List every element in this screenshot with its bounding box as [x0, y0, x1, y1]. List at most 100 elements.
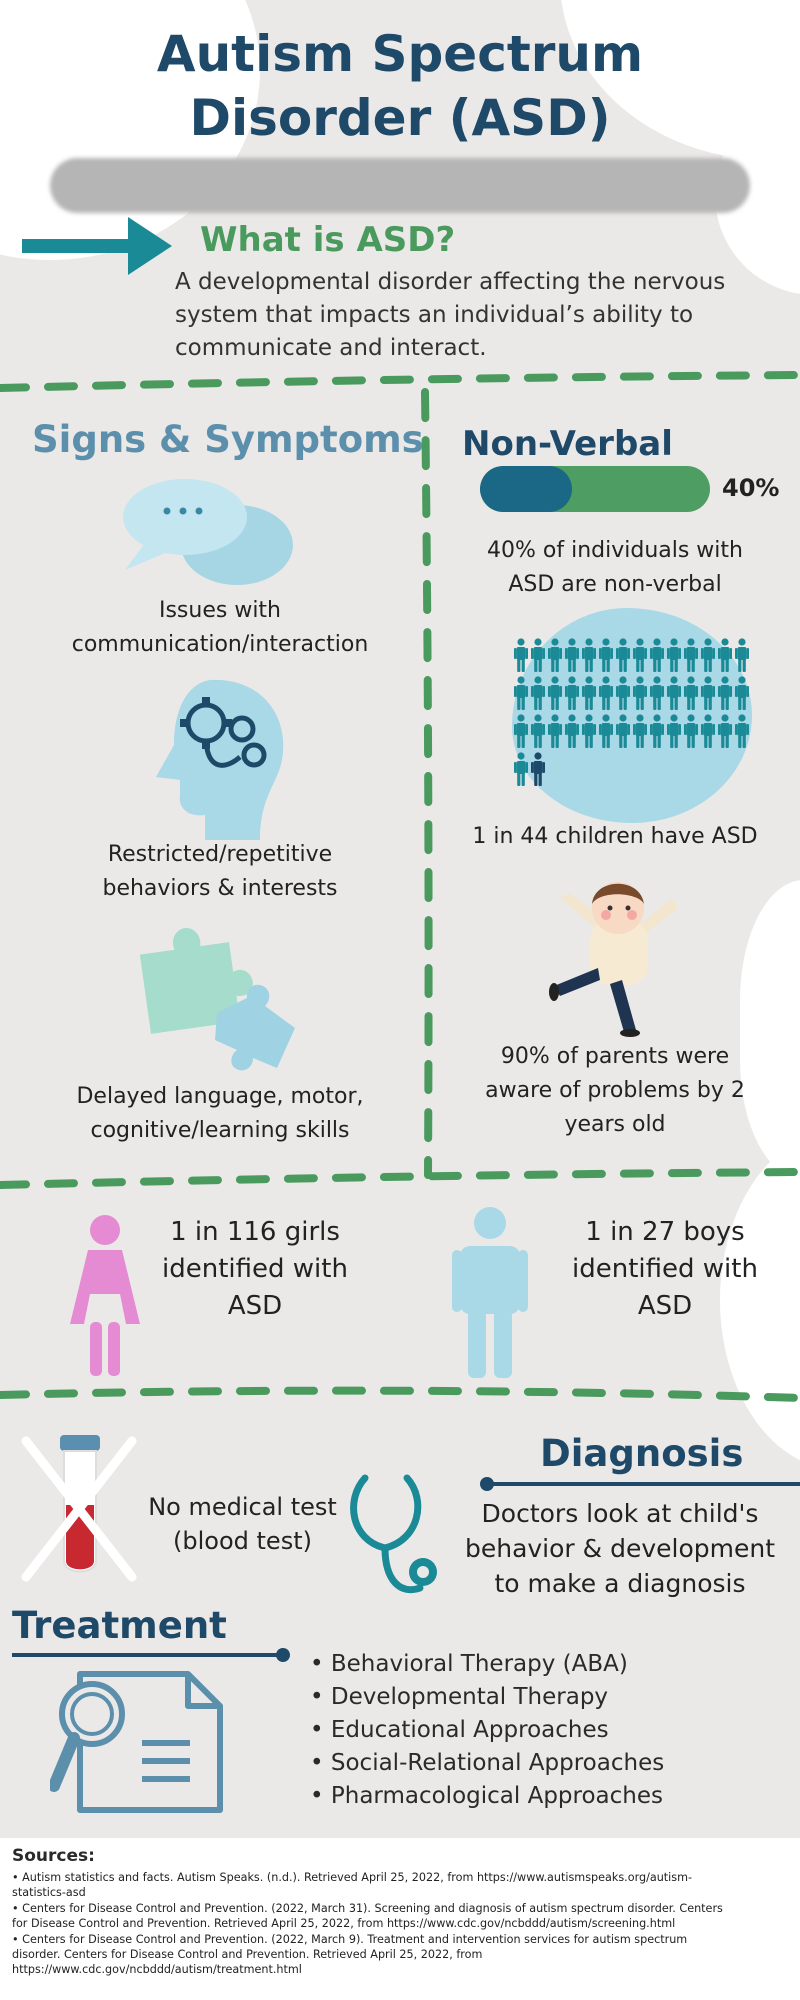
sign-behaviors-line: behaviors & interests	[102, 876, 338, 901]
person-icon	[530, 714, 545, 748]
person-icon	[700, 638, 715, 672]
treatment-list-item: • Social-Relational Approaches	[310, 1750, 665, 1776]
boy-figure-icon	[452, 1207, 528, 1378]
non-verbal-progress-bar	[480, 466, 710, 512]
non-verbal-progress-fill	[480, 466, 572, 512]
person-icon	[632, 714, 647, 748]
person-icon	[700, 676, 715, 710]
source-line: • Centers for Disease Control and Preven…	[12, 1933, 688, 1946]
treatment-list-item: • Pharmacological Approaches	[310, 1783, 663, 1809]
girl-figure-icon	[70, 1215, 140, 1376]
source-line: • Centers for Disease Control and Preven…	[12, 1902, 723, 1915]
arrow-right-icon	[22, 217, 172, 275]
girls-stat-line: ASD	[227, 1291, 283, 1321]
sign-communication: Issues with communication/interaction	[20, 594, 420, 662]
what-is-line: system that impacts an individual’s abil…	[175, 302, 694, 328]
person-icon	[530, 676, 545, 710]
treatment-list: • Behavioral Therapy (ABA) • Development…	[310, 1648, 664, 1813]
person-icon	[581, 676, 596, 710]
sign-delays-line: Delayed language, motor,	[76, 1084, 364, 1109]
person-icon	[530, 638, 545, 672]
parents-awareness-text: 90% of parents were aware of problems by…	[430, 1040, 800, 1142]
girls-stat: 1 in 116 girls identified with ASD	[145, 1214, 365, 1325]
person-icon	[649, 676, 664, 710]
sign-delays-line: cognitive/learning skills	[90, 1118, 350, 1143]
person-icon	[564, 676, 579, 710]
diagnosis-description-line: Doctors look at child's	[481, 1499, 759, 1528]
person-icon	[581, 714, 596, 748]
no-medical-test-text: No medical test (blood test)	[130, 1490, 355, 1558]
people-grid	[512, 638, 752, 790]
child-illustration-icon	[549, 882, 678, 1037]
person-icon	[649, 638, 664, 672]
page-title-line-1: Autism Spectrum	[156, 25, 644, 83]
treatment-list-item: • Behavioral Therapy (ABA)	[310, 1651, 628, 1677]
person-icon	[513, 752, 528, 786]
person-icon	[632, 676, 647, 710]
person-icon	[683, 676, 698, 710]
treatment-underline	[12, 1648, 290, 1662]
diagnosis-description-line: behavior & development	[464, 1534, 776, 1563]
person-icon	[717, 676, 732, 710]
person-icon	[564, 714, 579, 748]
diagnosis-heading: Diagnosis	[540, 1432, 744, 1475]
person-icon	[717, 638, 732, 672]
diagnosis-description: Doctors look at child's behavior & devel…	[445, 1496, 795, 1601]
person-icon	[615, 714, 630, 748]
non-verbal-description-line: 40% of individuals with	[487, 538, 743, 563]
person-icon	[564, 638, 579, 672]
girls-stat-line: identified with	[162, 1254, 348, 1284]
person-icon	[666, 714, 681, 748]
treatment-list-item: • Developmental Therapy	[310, 1684, 609, 1710]
non-verbal-percent-label: 40%	[722, 474, 780, 502]
no-medical-test-line: (blood test)	[173, 1527, 312, 1555]
what-is-line: A developmental disorder affecting the n…	[175, 269, 726, 295]
non-verbal-heading: Non-Verbal	[462, 424, 673, 464]
person-icon	[598, 676, 613, 710]
source-line: https://www.cdc.gov/ncbddd/autism/treatm…	[12, 1963, 302, 1976]
person-icon	[530, 752, 545, 786]
sources-section: Sources: • Autism statistics and facts. …	[0, 1838, 800, 2000]
person-icon	[547, 638, 562, 672]
person-icon	[632, 638, 647, 672]
stethoscope-icon	[350, 1474, 437, 1594]
person-icon	[581, 638, 596, 672]
page-title-line-2: Disorder (ASD)	[189, 89, 611, 147]
redacted-scribble	[50, 158, 750, 213]
treatment-list-item: • Educational Approaches	[310, 1717, 609, 1743]
girls-stat-line: 1 in 116 girls	[170, 1217, 340, 1247]
person-icon	[666, 638, 681, 672]
person-icon	[683, 638, 698, 672]
sign-behaviors: Restricted/repetitive behaviors & intere…	[20, 838, 420, 906]
source-line: for Disease Control and Prevention. Retr…	[12, 1917, 676, 1930]
blood-test-tube-crossed-icon	[21, 1435, 137, 1582]
person-icon	[700, 714, 715, 748]
parents-awareness-line: aware of problems by 2	[485, 1078, 745, 1103]
page-title: Autism Spectrum Disorder (ASD)	[0, 22, 800, 150]
person-icon	[547, 676, 562, 710]
person-icon	[717, 714, 732, 748]
boys-stat: 1 in 27 boys identified with ASD	[555, 1214, 775, 1325]
person-icon	[649, 714, 664, 748]
source-line: • Autism statistics and facts. Autism Sp…	[12, 1871, 693, 1884]
person-icon	[513, 638, 528, 672]
sign-communication-line: communication/interaction	[71, 632, 369, 657]
person-icon	[547, 714, 562, 748]
person-icon	[734, 638, 749, 672]
person-icon	[683, 714, 698, 748]
no-medical-test-line: No medical test	[148, 1493, 337, 1521]
person-icon	[513, 676, 528, 710]
speech-bubbles-icon	[123, 479, 293, 585]
person-icon	[615, 638, 630, 672]
what-is-description: A developmental disorder affecting the n…	[175, 266, 725, 365]
source-line: statistics-asd	[12, 1886, 86, 1899]
sign-delays: Delayed language, motor, cognitive/learn…	[20, 1080, 420, 1148]
parents-awareness-line: 90% of parents were	[500, 1044, 730, 1069]
treatment-heading: Treatment	[12, 1604, 227, 1647]
sources-heading: Sources:	[12, 1846, 95, 1866]
diagnosis-underline	[480, 1477, 800, 1491]
non-verbal-description-line: ASD are non-verbal	[508, 572, 722, 597]
boys-stat-line: 1 in 27 boys	[585, 1217, 745, 1247]
